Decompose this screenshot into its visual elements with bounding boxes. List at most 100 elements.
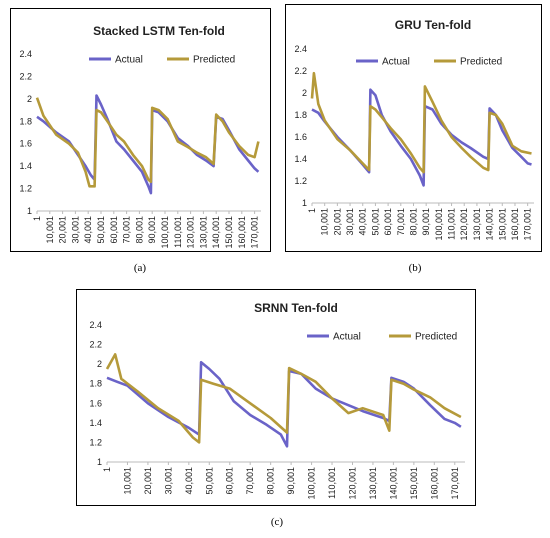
x-tick-label: 20,001 <box>58 216 68 244</box>
chart-panel-c: SRNN Ten-fold 1 1.2 1.4 1.6 1.8 2 2.2 2.4 1 10,001… <box>76 289 476 506</box>
x-tick-label: 110,001 <box>327 467 337 499</box>
legend-label-predicted: Predicted <box>460 57 502 68</box>
x-tick-label: 60,001 <box>383 208 393 236</box>
x-tick-label: 20,001 <box>332 208 342 236</box>
x-tick-label: 170,001 <box>523 208 533 241</box>
y-tick-label: 1 <box>302 198 307 208</box>
x-tick-label: 10,001 <box>45 216 55 244</box>
x-tick-label: 100,001 <box>160 216 170 249</box>
x-tick-label: 90,001 <box>421 208 431 236</box>
x-tick-label: 120,001 <box>459 208 469 241</box>
x-tick-label: 10,001 <box>122 467 132 495</box>
x-tick-label: 80,001 <box>266 467 276 495</box>
x-tick-label: 120,001 <box>347 467 357 500</box>
y-tick-label: 1.2 <box>294 176 307 186</box>
x-tick-label: 1 <box>102 467 112 472</box>
series-line-predicted <box>105 353 462 444</box>
y-tick-label: 1 <box>27 206 32 216</box>
y-tick-label: 1.2 <box>19 184 32 194</box>
x-tick-label: 80,001 <box>408 208 418 236</box>
x-tick-label: 50,001 <box>204 467 214 495</box>
caption-c: (c) <box>270 516 284 528</box>
x-tick-label: 130,001 <box>472 208 482 241</box>
x-tick-label: 110,001 <box>447 208 457 240</box>
x-tick-label: 150,001 <box>224 216 234 249</box>
y-tick-label: 1.6 <box>294 132 307 142</box>
series-line-actual <box>106 360 462 448</box>
y-tick-label: 1.2 <box>89 437 102 447</box>
chart-panel-a: Stacked LSTM Ten-fold 1 1.2 1.4 1.6 1.8 2 2.2 2.… <box>10 8 271 252</box>
y-tick-label: 2.2 <box>89 340 102 350</box>
y-tick-label: 1.6 <box>19 139 32 149</box>
y-tick-label: 1.4 <box>89 418 102 428</box>
x-tick-label: 1 <box>307 208 317 213</box>
x-tick-label: 140,001 <box>388 467 398 500</box>
y-tick-label: 2.4 <box>89 320 102 330</box>
x-tick-label: 160,001 <box>429 467 439 500</box>
y-tick-label: 1.6 <box>89 398 102 408</box>
y-tick-label: 2.4 <box>294 44 307 54</box>
x-tick-label: 10,001 <box>320 208 330 236</box>
y-tick-label: 1.4 <box>19 161 32 171</box>
y-tick-label: 1.8 <box>294 110 307 120</box>
chart-title: Stacked LSTM Ten-fold <box>93 24 225 38</box>
series-line-predicted <box>310 71 532 174</box>
chart-panel-b: GRU Ten-fold 1 1.2 1.4 1.6 1.8 2 2.2 2.4 1 10,001 2… <box>285 4 542 252</box>
y-tick-label: 1.4 <box>294 154 307 164</box>
x-tick-label: 120,001 <box>186 216 196 249</box>
x-tick-label: 30,001 <box>345 208 355 236</box>
x-tick-label: 130,001 <box>198 216 208 249</box>
x-tick-label: 100,001 <box>434 208 444 241</box>
x-tick-label: 40,001 <box>358 208 368 236</box>
x-tick-label: 170,001 <box>450 467 460 500</box>
x-tick-label: 140,001 <box>485 208 495 241</box>
x-tick-label: 170,001 <box>250 216 260 249</box>
y-tick-label: 2 <box>97 359 102 369</box>
caption-b: (b) <box>408 262 422 274</box>
y-tick-label: 2 <box>27 94 32 104</box>
x-tick-label: 130,001 <box>368 467 378 500</box>
y-tick-label: 1 <box>97 457 102 467</box>
y-tick-label: 2.4 <box>19 49 32 59</box>
x-tick-label: 70,001 <box>122 216 132 244</box>
legend-label-predicted: Predicted <box>193 55 235 66</box>
x-tick-label: 90,001 <box>286 467 296 495</box>
x-tick-label: 30,001 <box>163 467 173 495</box>
chart-title: GRU Ten-fold <box>395 18 471 32</box>
x-tick-label: 150,001 <box>497 208 507 241</box>
x-tick-label: 100,001 <box>307 467 317 500</box>
legend-label-actual: Actual <box>115 55 143 66</box>
legend-label-actual: Actual <box>333 332 361 343</box>
y-tick-label: 1.8 <box>89 379 102 389</box>
x-tick-label: 30,001 <box>70 216 80 244</box>
legend-label-actual: Actual <box>382 57 410 68</box>
x-tick-label: 40,001 <box>83 216 93 244</box>
x-tick-label: 1 <box>32 216 42 221</box>
legend-label-predicted: Predicted <box>415 332 457 343</box>
y-tick-label: 2.2 <box>294 66 307 76</box>
x-tick-label: 160,001 <box>237 216 247 249</box>
x-tick-label: 60,001 <box>225 467 235 495</box>
chart-title: SRNN Ten-fold <box>254 301 338 315</box>
x-tick-label: 140,001 <box>211 216 221 249</box>
y-tick-label: 2 <box>302 88 307 98</box>
x-tick-label: 60,001 <box>109 216 119 244</box>
x-tick-label: 70,001 <box>245 467 255 495</box>
y-tick-label: 2.2 <box>19 71 32 81</box>
caption-a: (a) <box>133 262 147 274</box>
chart-stacked-lstm: Stacked LSTM Ten-fold 1 1.2 1.4 1.6 1.8 2 2.2 2.… <box>19 24 261 249</box>
x-tick-label: 80,001 <box>134 216 144 244</box>
x-tick-label: 160,001 <box>510 208 520 241</box>
y-tick-label: 1.8 <box>19 116 32 126</box>
x-tick-label: 70,001 <box>396 208 406 236</box>
series-line-predicted <box>35 97 260 188</box>
x-tick-label: 90,001 <box>147 216 157 244</box>
x-tick-label: 20,001 <box>143 467 153 495</box>
x-tick-label: 40,001 <box>184 467 194 495</box>
x-tick-label: 150,001 <box>409 467 419 500</box>
x-tick-label: 50,001 <box>96 216 106 244</box>
x-tick-label: 50,001 <box>370 208 380 236</box>
x-tick-label: 110,001 <box>173 216 183 248</box>
